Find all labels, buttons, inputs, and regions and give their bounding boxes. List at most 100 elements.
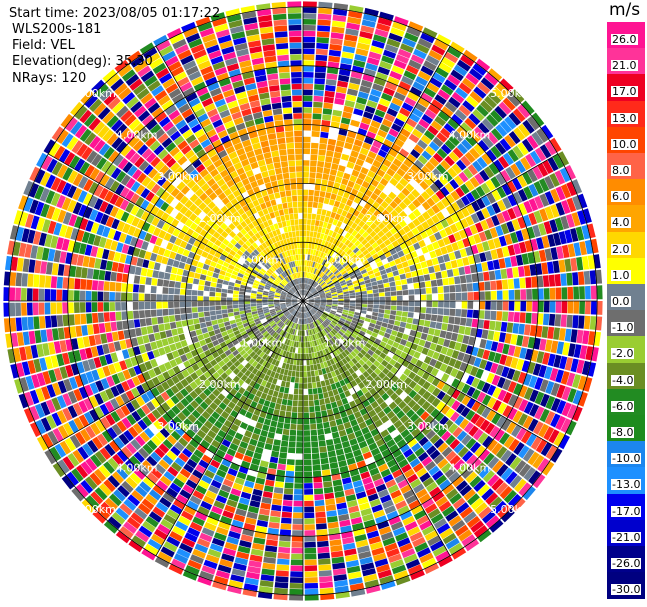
gate: [290, 376, 295, 383]
gate: [555, 186, 566, 201]
gate: [310, 423, 317, 430]
gate: [458, 266, 466, 276]
gate: [432, 387, 441, 397]
gate: [408, 389, 417, 399]
gate: [303, 119, 312, 125]
gate: [332, 238, 338, 245]
gate: [408, 59, 422, 70]
gate: [499, 78, 514, 92]
gate: [473, 86, 487, 99]
gate: [342, 111, 352, 119]
gate: [436, 34, 452, 46]
gate: [340, 336, 347, 343]
gate: [303, 142, 311, 149]
gate: [177, 327, 184, 335]
gate: [303, 48, 315, 55]
gate: [197, 261, 204, 269]
gate: [272, 445, 280, 452]
gate: [109, 302, 115, 312]
gate: [469, 176, 480, 188]
gate: [493, 237, 502, 249]
gate: [450, 69, 464, 82]
gate: [335, 286, 342, 290]
gate: [561, 386, 572, 401]
gate: [431, 204, 441, 214]
gate: [426, 243, 435, 252]
gate: [436, 380, 446, 390]
gate: [207, 325, 214, 332]
gate: [473, 291, 480, 300]
gate: [320, 298, 327, 300]
gate: [444, 51, 459, 64]
gate: [547, 234, 556, 247]
gate: [418, 319, 425, 326]
gate: [308, 298, 315, 300]
gate: [289, 583, 303, 589]
gate: [422, 390, 432, 400]
gate: [379, 254, 387, 261]
gate: [412, 218, 421, 227]
gate: [239, 421, 248, 430]
gate: [441, 106, 454, 118]
gate: [411, 128, 423, 139]
gate: [431, 257, 439, 266]
gate: [351, 341, 358, 348]
gate: [365, 156, 375, 165]
gate: [319, 306, 325, 310]
gate: [337, 189, 345, 197]
gate: [393, 361, 402, 370]
gate: [285, 411, 292, 418]
gate: [317, 251, 322, 257]
gate: [508, 301, 515, 311]
gate: [350, 71, 363, 80]
gate: [330, 275, 336, 281]
gate: [436, 427, 447, 438]
gate: [337, 275, 344, 281]
gate: [357, 212, 365, 220]
gate: [439, 415, 449, 426]
gate: [434, 231, 442, 241]
gate: [397, 48, 412, 59]
gate: [460, 155, 471, 167]
gate: [330, 288, 337, 292]
gate: [321, 410, 328, 417]
gate: [400, 279, 408, 285]
gate: [306, 230, 310, 237]
gate: [330, 545, 343, 552]
gate: [309, 266, 312, 273]
gate: [323, 276, 329, 282]
gate: [424, 130, 435, 141]
gate: [303, 412, 310, 419]
gate: [596, 301, 603, 315]
gate: [455, 370, 464, 380]
gate: [328, 456, 338, 464]
gate: [326, 304, 332, 307]
gate: [467, 292, 474, 300]
gate: [197, 334, 205, 341]
gate: [556, 384, 566, 399]
gate: [577, 193, 588, 209]
gate: [466, 204, 476, 215]
gate: [496, 342, 504, 353]
gate: [539, 338, 547, 351]
gate: [303, 201, 308, 207]
gate: [504, 257, 512, 268]
gate: [343, 191, 350, 199]
gate: [455, 309, 462, 317]
gate: [323, 286, 329, 291]
gate: [421, 191, 431, 201]
gate: [417, 214, 426, 224]
gate: [326, 255, 332, 262]
gate: [525, 433, 537, 447]
gate: [68, 302, 74, 314]
gate: [324, 90, 335, 98]
gate: [390, 305, 397, 311]
gate: [281, 398, 288, 406]
gate: [420, 230, 428, 239]
gate: [308, 301, 315, 303]
gate: [344, 224, 351, 232]
gate: [374, 134, 385, 144]
gate: [342, 288, 349, 293]
gate: [382, 375, 391, 384]
gate: [174, 281, 181, 289]
